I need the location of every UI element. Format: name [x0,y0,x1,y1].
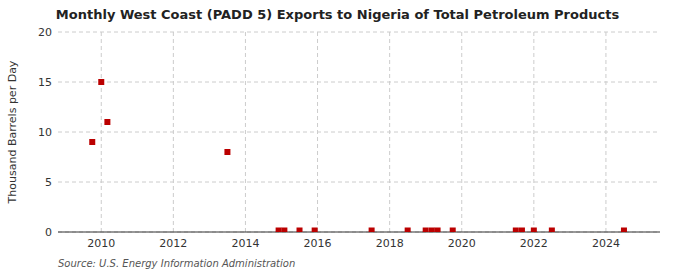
x-tick-label: 2014 [231,237,259,250]
points [89,79,627,232]
x-tick-label: 2024 [592,237,620,250]
y-grid-line [58,32,660,33]
point [429,228,435,233]
point [423,228,429,233]
point [281,228,287,233]
y-grid-line [58,82,660,83]
x-tick-label: 2020 [448,237,476,250]
point [513,228,519,233]
x-grid-line [461,32,462,232]
point [104,119,110,125]
y-tick-label: 15 [38,76,52,89]
y-tick-label: 10 [38,126,52,139]
x-tick-label: 2018 [376,237,404,250]
point [531,228,537,233]
point [276,228,282,233]
y-tick-label: 5 [45,176,52,189]
x-tick-label: 2012 [159,237,187,250]
x-grid-line [245,32,246,232]
point [549,228,555,233]
y-grid-line [58,232,660,233]
x-tick-label: 2010 [87,237,115,250]
y-tick-label: 0 [45,226,52,239]
source: Source: U.S. Energy Information Administ… [58,258,295,269]
point [98,79,104,85]
x-tick-label: 2022 [520,237,548,250]
x-axis-line [58,232,660,233]
y-grid-line [58,132,660,133]
point [89,139,95,145]
point [405,228,411,233]
title: Monthly West Coast (PADD 5) Exports to N… [56,7,620,22]
point [621,228,627,233]
point [224,149,230,155]
y-tick-label: 20 [38,26,52,39]
point [369,228,375,233]
point [312,228,318,233]
y-axis-label: Thousand Barrels per Day [6,60,19,204]
point [297,228,303,233]
x-tick-label: 2016 [304,237,332,250]
point [519,228,525,233]
grid [58,32,660,232]
point [435,228,441,233]
point [450,228,456,233]
y-grid-line [58,182,660,183]
chart: Monthly West Coast (PADD 5) Exports to N… [0,0,675,275]
